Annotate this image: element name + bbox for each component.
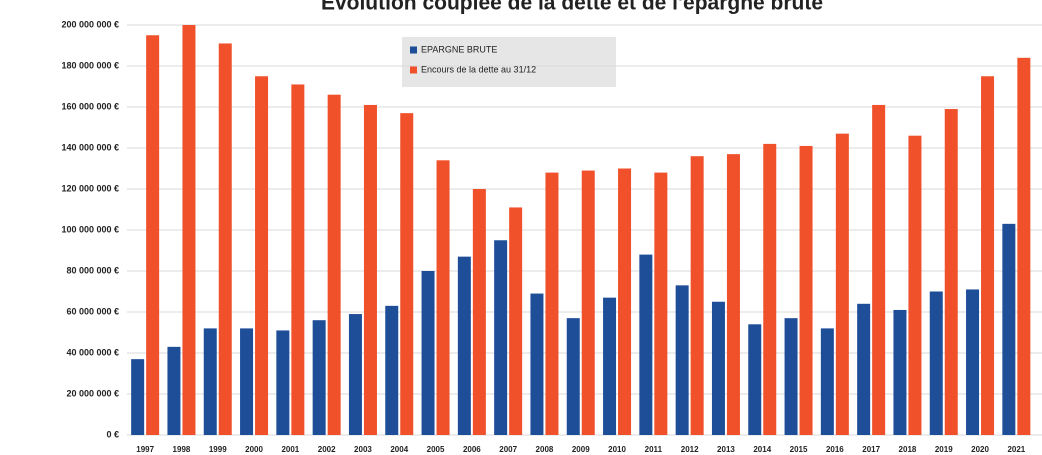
bar <box>1002 223 1016 435</box>
bar <box>711 301 725 435</box>
x-tick-label: 2018 <box>899 445 917 454</box>
bar <box>167 346 181 435</box>
legend-swatch <box>410 46 417 54</box>
bar <box>348 314 362 435</box>
bar <box>545 172 559 435</box>
y-tick-label: 140 000 000 € <box>61 142 119 152</box>
x-tick-label: 2011 <box>645 445 663 454</box>
bar <box>748 324 762 435</box>
x-tick-label: 2020 <box>971 445 989 454</box>
bar <box>509 207 523 435</box>
bar <box>218 43 232 435</box>
legend-label: Encours de la dette au 31/12 <box>421 64 536 74</box>
bar <box>472 189 486 435</box>
y-tick-label: 120 000 000 € <box>61 183 119 193</box>
bar <box>654 172 668 435</box>
x-tick-label: 2005 <box>427 445 445 454</box>
x-tick-label: 2008 <box>536 445 554 454</box>
legend-label: EPARGNE BRUTE <box>421 44 497 54</box>
bar <box>436 160 450 436</box>
bar <box>857 303 871 435</box>
chart-title: Évolution couplée de la dette et de l'ép… <box>321 0 823 15</box>
bar <box>929 291 943 435</box>
y-tick-label: 100 000 000 € <box>61 224 119 234</box>
bar <box>327 94 341 435</box>
x-tick-label: 2012 <box>681 445 699 454</box>
x-tick-label: 2000 <box>245 445 263 454</box>
bar <box>820 328 834 435</box>
legend-box <box>402 37 616 87</box>
x-tick-label: 1998 <box>173 445 191 454</box>
y-tick-label: 0 € <box>106 429 119 439</box>
bar <box>291 84 305 435</box>
y-tick-label: 60 000 000 € <box>66 306 119 316</box>
bar <box>385 305 399 435</box>
bar <box>276 330 290 435</box>
bar <box>530 293 544 435</box>
y-tick-label: 20 000 000 € <box>66 388 119 398</box>
bar <box>675 285 689 435</box>
x-tick-label: 2009 <box>572 445 590 454</box>
bar <box>981 76 995 435</box>
bar <box>255 76 269 435</box>
y-tick-label: 80 000 000 € <box>66 265 119 275</box>
bar <box>146 35 160 435</box>
bar <box>1017 57 1031 436</box>
x-tick-label: 2006 <box>463 445 481 454</box>
bar <box>494 240 508 435</box>
x-tick-label: 2017 <box>862 445 880 454</box>
bar <box>835 133 849 435</box>
bar <box>421 271 435 435</box>
x-tick-label: 2004 <box>390 445 408 454</box>
bar <box>312 320 326 435</box>
x-tick-label: 2007 <box>499 445 517 454</box>
bar <box>457 256 471 435</box>
bar <box>784 318 798 435</box>
x-tick-label: 2002 <box>318 445 336 454</box>
legend-swatch <box>410 66 417 74</box>
bar <box>400 113 414 436</box>
bar <box>639 254 653 435</box>
bar <box>726 154 740 435</box>
x-tick-label: 1999 <box>209 445 227 454</box>
x-tick-label: 2019 <box>935 445 953 454</box>
x-tick-label: 2016 <box>826 445 844 454</box>
bar <box>240 328 254 435</box>
x-tick-label: 2014 <box>753 445 771 454</box>
bar <box>799 145 813 435</box>
x-tick-label: 2010 <box>608 445 626 454</box>
y-tick-label: 200 000 000 € <box>61 19 119 29</box>
bar <box>618 168 632 435</box>
y-tick-label: 160 000 000 € <box>61 101 119 111</box>
bar <box>203 328 217 435</box>
x-tick-label: 2013 <box>717 445 735 454</box>
bar <box>566 318 580 435</box>
x-tick-label: 1997 <box>136 445 154 454</box>
y-tick-label: 40 000 000 € <box>66 347 119 357</box>
bar <box>690 156 704 435</box>
bar <box>131 359 145 435</box>
bar <box>893 309 907 435</box>
x-tick-label: 2021 <box>1007 445 1025 454</box>
bar <box>908 135 922 435</box>
bar <box>872 104 886 435</box>
bar <box>603 297 617 435</box>
bar <box>944 109 958 436</box>
y-tick-label: 180 000 000 € <box>61 60 119 70</box>
x-tick-label: 2015 <box>790 445 808 454</box>
bar <box>182 25 196 435</box>
bar <box>763 143 777 435</box>
bar <box>966 289 980 435</box>
x-tick-label: 2001 <box>281 445 299 454</box>
x-tick-label: 2003 <box>354 445 372 454</box>
bar <box>363 104 377 435</box>
bar <box>581 170 595 436</box>
